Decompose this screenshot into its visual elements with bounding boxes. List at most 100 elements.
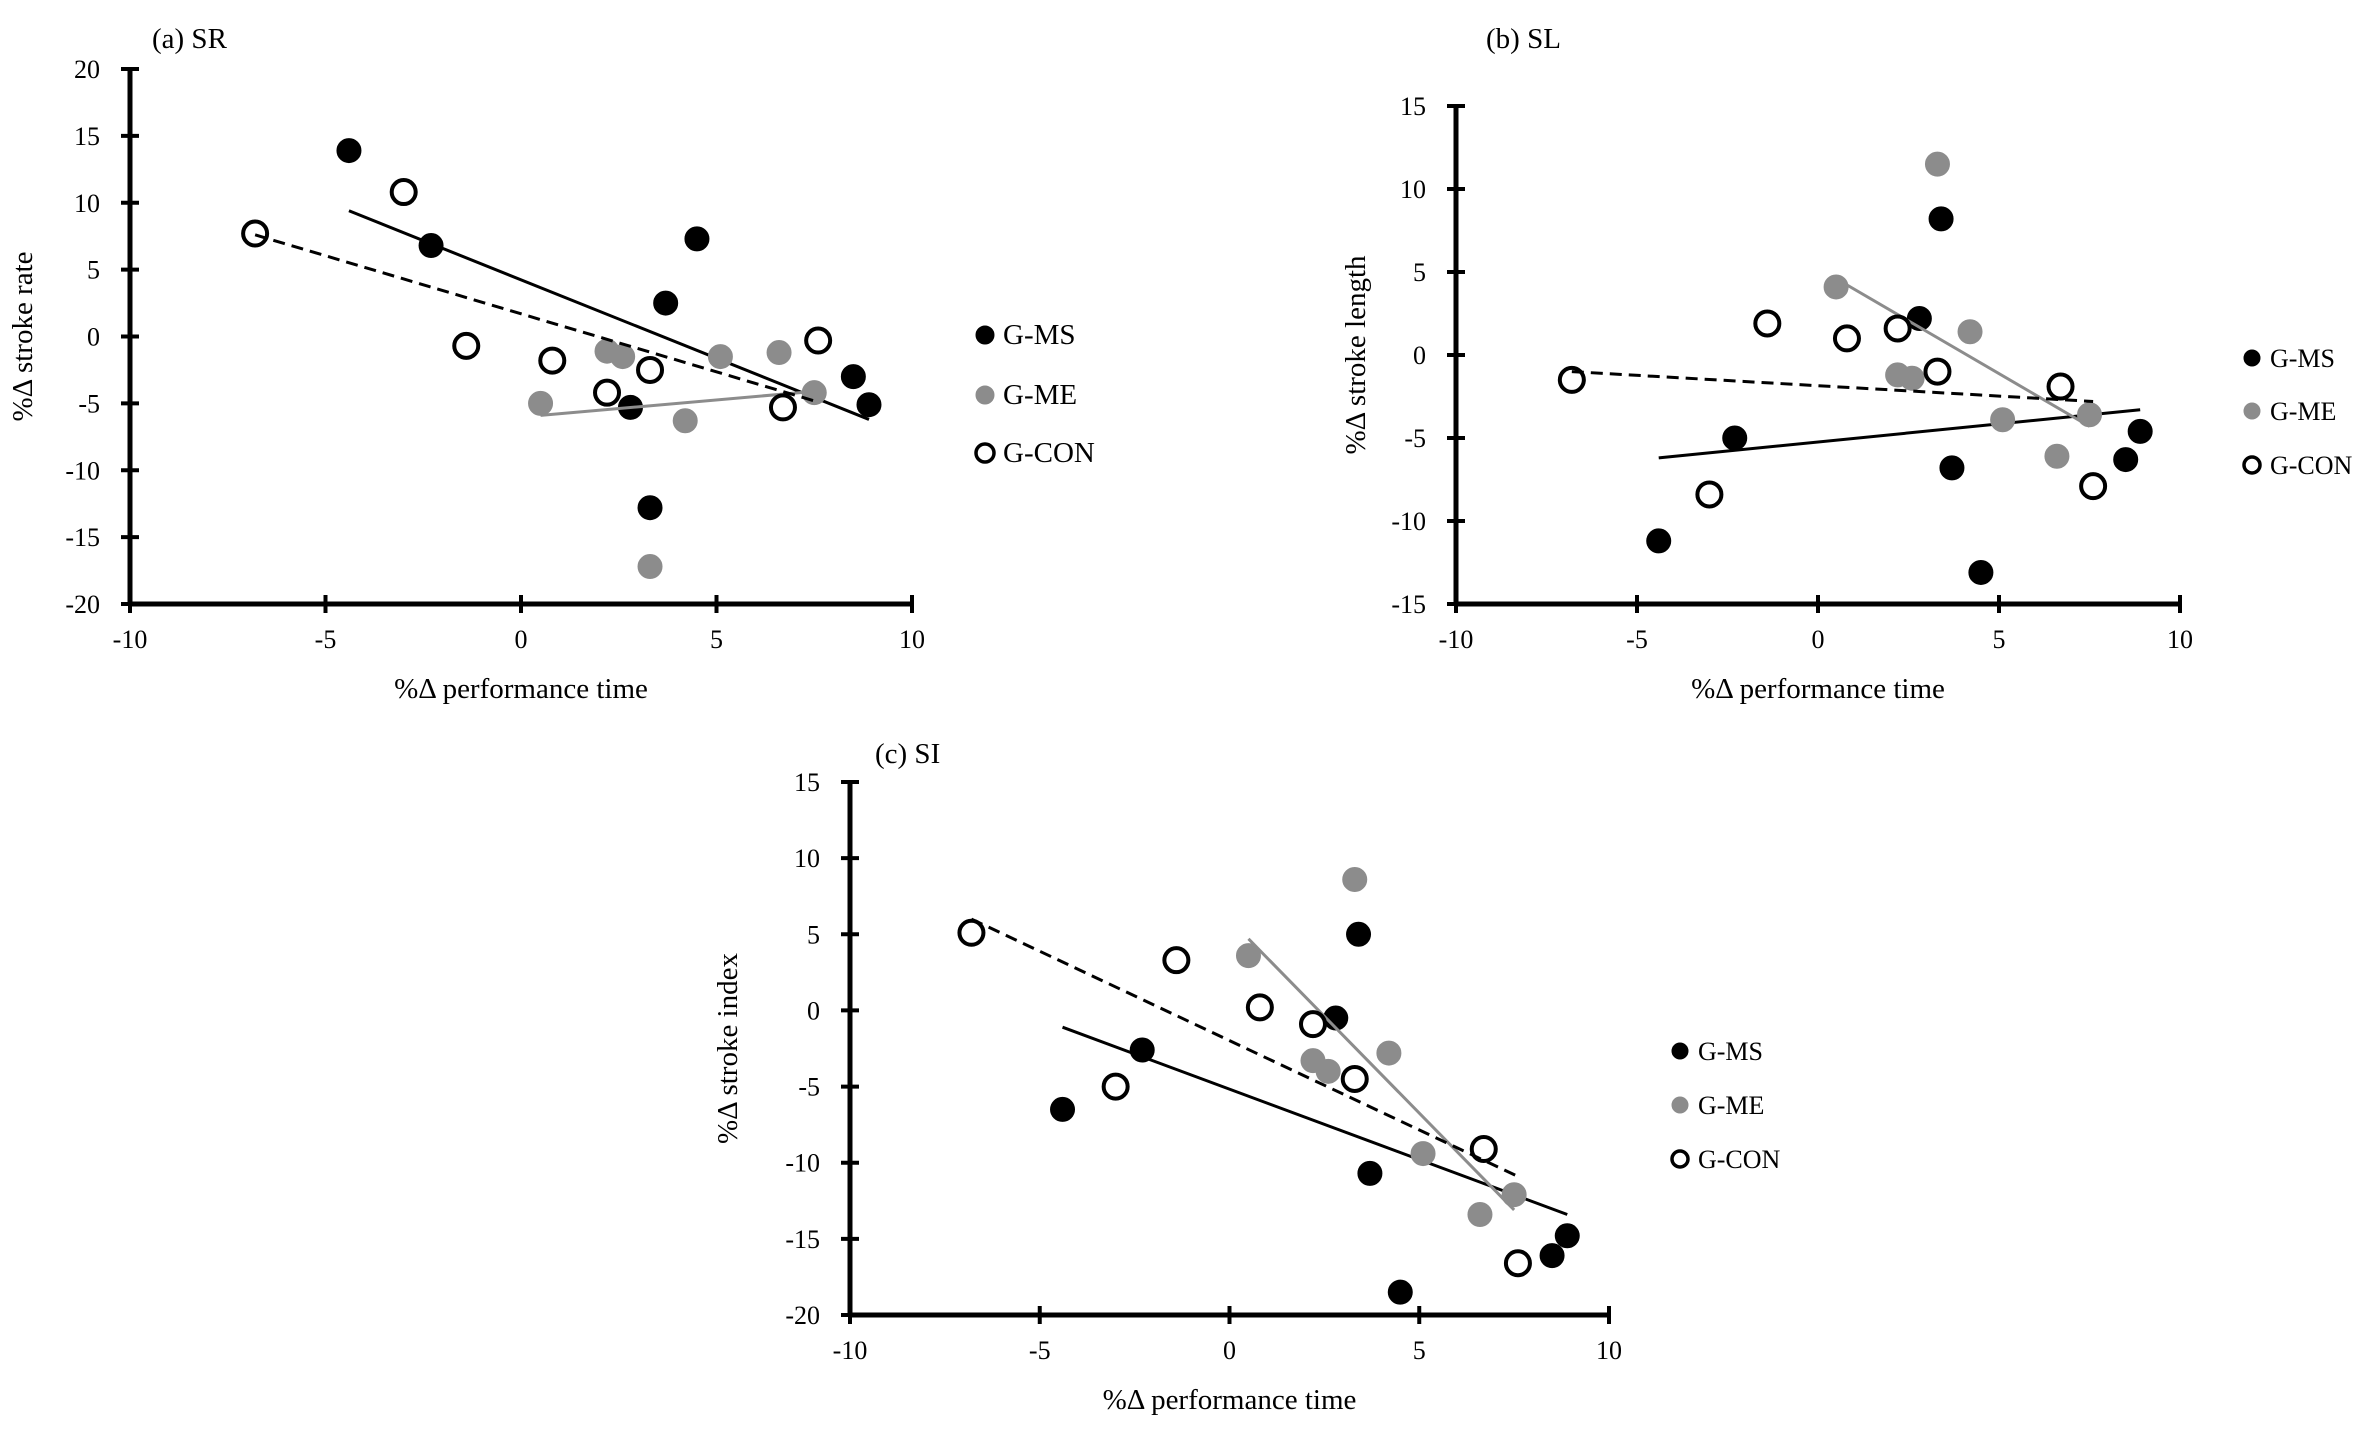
data-point [2046, 372, 2075, 401]
data-point [1557, 365, 1586, 394]
y-tick-label: -20 [65, 590, 100, 619]
data-point [1469, 1135, 1498, 1164]
y-tick-label: 0 [807, 996, 820, 1025]
x-axis-title: %Δ performance time [1691, 673, 1945, 705]
y-tick-label: 10 [1400, 175, 1426, 204]
x-tick-label: 5 [710, 625, 723, 654]
y-axis-title: %Δ stroke rate [7, 251, 39, 421]
y-tick-label: 10 [74, 189, 100, 218]
data-point [1101, 1072, 1130, 1101]
data-point [768, 393, 797, 422]
data-point [1753, 309, 1782, 338]
x-tick-label: 0 [515, 625, 528, 654]
data-point [538, 346, 567, 375]
y-tick-label: -15 [1391, 590, 1426, 619]
x-tick-label: 5 [1993, 625, 2006, 654]
x-tick-label: -10 [113, 625, 148, 654]
y-tick-label: -10 [785, 1149, 820, 1178]
data-point [1235, 943, 1261, 969]
x-tick-label: 10 [2167, 625, 2193, 654]
data-point [636, 355, 665, 384]
data-point [1832, 324, 1861, 353]
legend-marker [2243, 402, 2261, 420]
trend-line [1571, 370, 2094, 403]
x-tick-label: 5 [1413, 1336, 1426, 1365]
legend: G-MS G-ME G-CON [974, 319, 1095, 469]
data-point [1387, 1279, 1413, 1305]
y-tick-label: 15 [1400, 92, 1426, 121]
data-point [1410, 1141, 1436, 1167]
y-tick-label: -5 [1404, 424, 1426, 453]
data-point [804, 326, 833, 355]
data-point [1923, 357, 1952, 386]
legend: G-MS G-ME G-CON [1670, 1037, 1781, 1174]
data-point [707, 344, 733, 370]
trend-line [1835, 277, 2091, 428]
series-g-ms [1646, 206, 2153, 585]
trend-line [970, 917, 1519, 1178]
data-point [957, 918, 986, 947]
data-point [1162, 946, 1191, 975]
x-tick-label: -10 [833, 1336, 868, 1365]
y-tick-label: 10 [794, 844, 820, 873]
legend: G-MS G-ME G-CON [2242, 344, 2353, 480]
series-g-con [1557, 309, 2108, 509]
x-tick-label: 0 [1223, 1336, 1236, 1365]
data-point [1968, 559, 1994, 585]
y-tick-label: 5 [1413, 258, 1426, 287]
data-point [1340, 1064, 1369, 1093]
x-axis-title: %Δ performance time [1103, 1384, 1357, 1416]
legend-label: G-ME [2270, 397, 2336, 426]
data-point [684, 226, 710, 252]
data-point [2044, 443, 2070, 469]
data-point [1939, 455, 1965, 481]
data-point [1883, 314, 1912, 343]
trend-line [254, 233, 819, 404]
y-tick-label: -15 [65, 523, 100, 552]
data-point [1646, 528, 1672, 554]
panel-title: (a) SR [152, 23, 228, 55]
x-tick-label: -5 [1029, 1336, 1051, 1365]
data-point [2079, 472, 2108, 501]
data-point [593, 378, 622, 407]
data-point [1376, 1040, 1402, 1066]
data-point [766, 340, 792, 366]
data-point [1346, 921, 1372, 947]
legend-label: G-MS [1698, 1037, 1763, 1066]
data-point [1501, 1182, 1527, 1208]
x-tick-label: -5 [315, 625, 337, 654]
trend-line [540, 389, 815, 417]
legend-marker [975, 385, 995, 405]
data-point [528, 390, 554, 416]
y-tick-label: 5 [807, 920, 820, 949]
data-point [1342, 866, 1368, 892]
y-axis-title: %Δ stroke index [712, 953, 744, 1145]
trend-line [1658, 408, 2141, 460]
y-tick-label: 20 [74, 55, 100, 84]
x-axis-title: %Δ performance time [394, 673, 648, 705]
legend-marker [2242, 455, 2262, 475]
data-point [1245, 993, 1274, 1022]
y-tick-label: -20 [785, 1301, 820, 1330]
x-tick-label: 0 [1812, 625, 1825, 654]
data-point [1050, 1096, 1076, 1122]
data-point [389, 178, 418, 207]
data-point [1298, 1010, 1327, 1039]
y-axis-title: %Δ stroke length [1340, 255, 1372, 455]
x-tick-label: -5 [1626, 625, 1648, 654]
data-point [2113, 447, 2139, 473]
legend-label: G-CON [2270, 451, 2353, 480]
data-point [1957, 319, 1983, 345]
legend-label: G-CON [1698, 1145, 1781, 1174]
x-tick-label: 10 [1596, 1336, 1622, 1365]
data-point [672, 408, 698, 434]
legend-marker [975, 325, 995, 345]
data-point [1928, 206, 1954, 232]
y-tick-label: 5 [87, 256, 100, 285]
series-g-me [528, 338, 827, 580]
data-point [856, 392, 882, 418]
legend-marker [1671, 1042, 1689, 1060]
data-point [1357, 1160, 1383, 1186]
data-point [241, 219, 270, 248]
y-tick-label: 15 [794, 768, 820, 797]
